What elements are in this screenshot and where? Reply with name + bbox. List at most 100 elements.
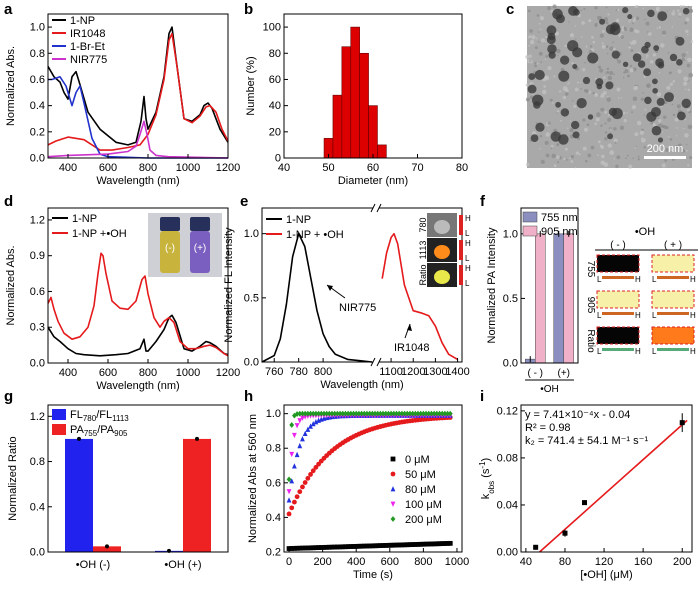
annotation-label: NIR775 [339,302,376,314]
panel-i-ytick-label: 0.08 [497,452,518,464]
panel-h-ytick-label: 1.0 [266,408,281,420]
tem-texture-speck [688,72,693,78]
tem-texture-speck [537,31,540,33]
pa-map-col-label: ( + ) [664,240,682,251]
tem-nanoparticle [595,78,604,87]
tem-nanoparticle [657,11,668,22]
legend-label: IR1048 [70,28,105,40]
tem-texture-speck [535,37,538,40]
data-point [426,410,432,417]
tem-texture-speck [553,164,557,168]
pa-map-row-label: 755 [585,261,596,278]
tem-texture-speck [627,74,630,78]
data-point [302,410,308,417]
tem-texture-speck [585,45,588,48]
data-point [412,542,418,547]
tem-texture-speck [553,75,556,78]
panel-b-xtick-label: 50 [322,162,334,174]
tem-nanoparticle [608,107,618,116]
data-point [380,410,386,417]
tem-texture-speck [666,85,671,90]
tem-texture-speck [652,53,657,57]
inset-row-label: 780 [418,217,428,232]
axis-break-gap [373,206,379,364]
legend-label: NIR775 [70,54,107,66]
pa-colorbar-high: H [690,311,696,320]
tem-nanoparticle [535,122,545,132]
tem-texture-speck [655,6,660,11]
fit-equation-line: R² = 0.98 [525,422,571,434]
tem-texture-speck [609,128,612,131]
tem-texture-speck [564,92,569,96]
tem-texture-speck [591,35,594,39]
fit-equation-line: k₂ = 741.4 ± 54.1 M⁻¹ s⁻¹ [525,435,648,447]
data-point [353,410,359,417]
tem-nanoparticle [547,32,556,41]
tem-texture-speck [540,38,545,43]
tem-nanoparticle [641,45,649,54]
panel-g-ytick-label: 1.2 [30,411,45,423]
tem-texture-speck [569,120,572,122]
data-point [286,497,292,503]
tem-texture-speck [624,69,629,74]
tem-texture-speck [677,69,682,74]
data-point [364,543,370,549]
fl-colorbar-high: H [465,264,471,273]
tem-texture-speck [672,80,676,83]
pa-map-tile [651,290,695,309]
tem-texture-speck [579,81,582,84]
tem-texture-speck [616,155,621,160]
annotation-label: IR1048 [394,342,429,354]
tem-nanoparticle [572,63,578,70]
data-point [310,545,316,551]
data-point [300,436,305,442]
tem-texture-speck [525,162,530,167]
data-point [394,410,399,417]
tem-texture-speck [679,15,681,17]
tem-texture-speck [634,6,636,8]
ylabel-part: k [480,493,492,499]
panel-a-xlabel: Wavelength (nm) [96,175,179,187]
data-point [390,471,396,477]
tem-texture-speck [671,11,676,16]
data-point [388,542,394,548]
tem-texture-speck [525,83,529,87]
category-label: (+) [558,368,571,379]
tem-texture-speck [552,4,557,9]
tem-texture-speck [628,164,633,169]
data-point [442,410,448,417]
tem-texture-speck [676,104,681,109]
data-point [434,410,440,417]
data-point [305,426,311,432]
fl-image-spot [434,245,450,259]
tem-nanoparticle [576,98,587,109]
data-point [420,410,426,417]
panel-d-xlabel: Wavelength (nm) [96,380,179,392]
tem-texture-speck [646,83,651,89]
axis-break-mark [370,203,376,213]
panel-a-xtick-label: 1200 [216,162,240,174]
tem-nanoparticle [651,106,661,117]
tem-texture-speck [551,102,554,104]
panel-e-ytick-label: 0.0 [244,357,259,369]
tem-texture-speck [545,132,550,137]
tem-texture-speck [652,122,656,126]
tem-nanoparticle [533,101,541,109]
panel-e-xtick-label: 800 [314,366,332,378]
data-point [297,410,303,417]
tem-texture-speck [601,42,604,45]
panel-letter: i [480,388,484,405]
tem-texture-speck [672,60,675,63]
error-bar-dot [105,544,109,549]
data-point [434,541,440,547]
panel-h-ytick-label: 0.8 [266,443,281,455]
panel-e-xlabel: Wavelength (nm) [320,379,403,391]
panel-d-ytick-label: 0.6 [30,286,45,298]
tem-texture-speck [577,81,580,84]
tem-nanoparticle [669,53,678,62]
error-bar-dot [77,436,81,441]
tem-texture-speck [626,112,628,114]
scale-bar [644,156,686,159]
panel-g-ytick-label: 0.4 [30,501,45,513]
panel-i-xlabel: [•OH] (μM) [580,569,632,581]
